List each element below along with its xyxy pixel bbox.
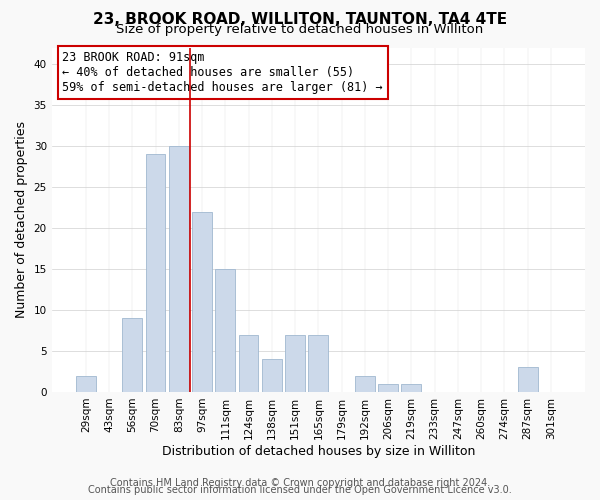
Text: Contains public sector information licensed under the Open Government Licence v3: Contains public sector information licen… (88, 485, 512, 495)
Bar (355, 376, 375, 392)
Bar (518, 368, 538, 392)
Bar (285, 334, 305, 392)
Bar (122, 318, 142, 392)
Bar (401, 384, 421, 392)
Text: Size of property relative to detached houses in Williton: Size of property relative to detached ho… (116, 22, 484, 36)
X-axis label: Distribution of detached houses by size in Williton: Distribution of detached houses by size … (161, 444, 475, 458)
Bar (146, 154, 166, 392)
Bar (378, 384, 398, 392)
Y-axis label: Number of detached properties: Number of detached properties (15, 121, 28, 318)
Bar (192, 212, 212, 392)
Bar (215, 269, 235, 392)
Bar (262, 359, 282, 392)
Text: 23 BROOK ROAD: 91sqm
← 40% of detached houses are smaller (55)
59% of semi-detac: 23 BROOK ROAD: 91sqm ← 40% of detached h… (62, 51, 383, 94)
Bar (76, 376, 95, 392)
Text: Contains HM Land Registry data © Crown copyright and database right 2024.: Contains HM Land Registry data © Crown c… (110, 478, 490, 488)
Text: 23, BROOK ROAD, WILLITON, TAUNTON, TA4 4TE: 23, BROOK ROAD, WILLITON, TAUNTON, TA4 4… (93, 12, 507, 28)
Bar (169, 146, 188, 392)
Bar (308, 334, 328, 392)
Bar (239, 334, 259, 392)
